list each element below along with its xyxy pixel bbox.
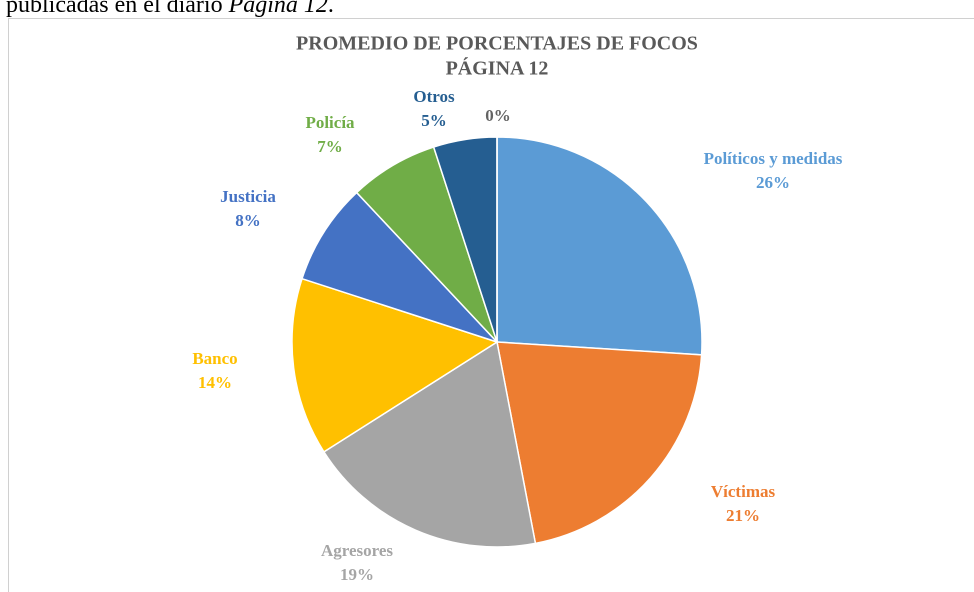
chart-title: PÁGINA 12 <box>446 57 549 80</box>
slice-name: Banco <box>192 349 237 368</box>
pie-slice <box>496 341 703 545</box>
value-label: 0% <box>485 106 511 125</box>
slice-name: Justicia <box>220 187 276 206</box>
text-part: . <box>328 0 334 18</box>
text-part: Página 12 <box>228 0 328 18</box>
chart-frame <box>8 18 974 592</box>
pie-slice <box>496 136 703 356</box>
text-above: publicadas en el diario Página 12. <box>6 0 334 18</box>
slice-name: Policía <box>305 113 355 132</box>
value-label: 19% <box>340 565 374 584</box>
slice-name: Víctimas <box>711 482 776 501</box>
value-label: 5% <box>421 111 447 130</box>
value-label: 14% <box>198 373 232 392</box>
pie-slice <box>291 277 499 453</box>
slice-name: Agresores <box>321 541 393 560</box>
slice-name: Políticos y medidas <box>704 149 843 168</box>
value-label: 21% <box>726 506 760 525</box>
value-label: 7% <box>317 137 343 156</box>
text-part: publicadas en el diario <box>6 0 223 18</box>
slice-name: Otros <box>413 87 455 106</box>
pie-slice <box>322 340 537 548</box>
pie-slice <box>301 191 498 343</box>
value-label: 8% <box>235 211 261 230</box>
value-label: 26% <box>756 173 790 192</box>
chart-title: PROMEDIO DE PORCENTAJES DE FOCOS <box>296 33 698 55</box>
